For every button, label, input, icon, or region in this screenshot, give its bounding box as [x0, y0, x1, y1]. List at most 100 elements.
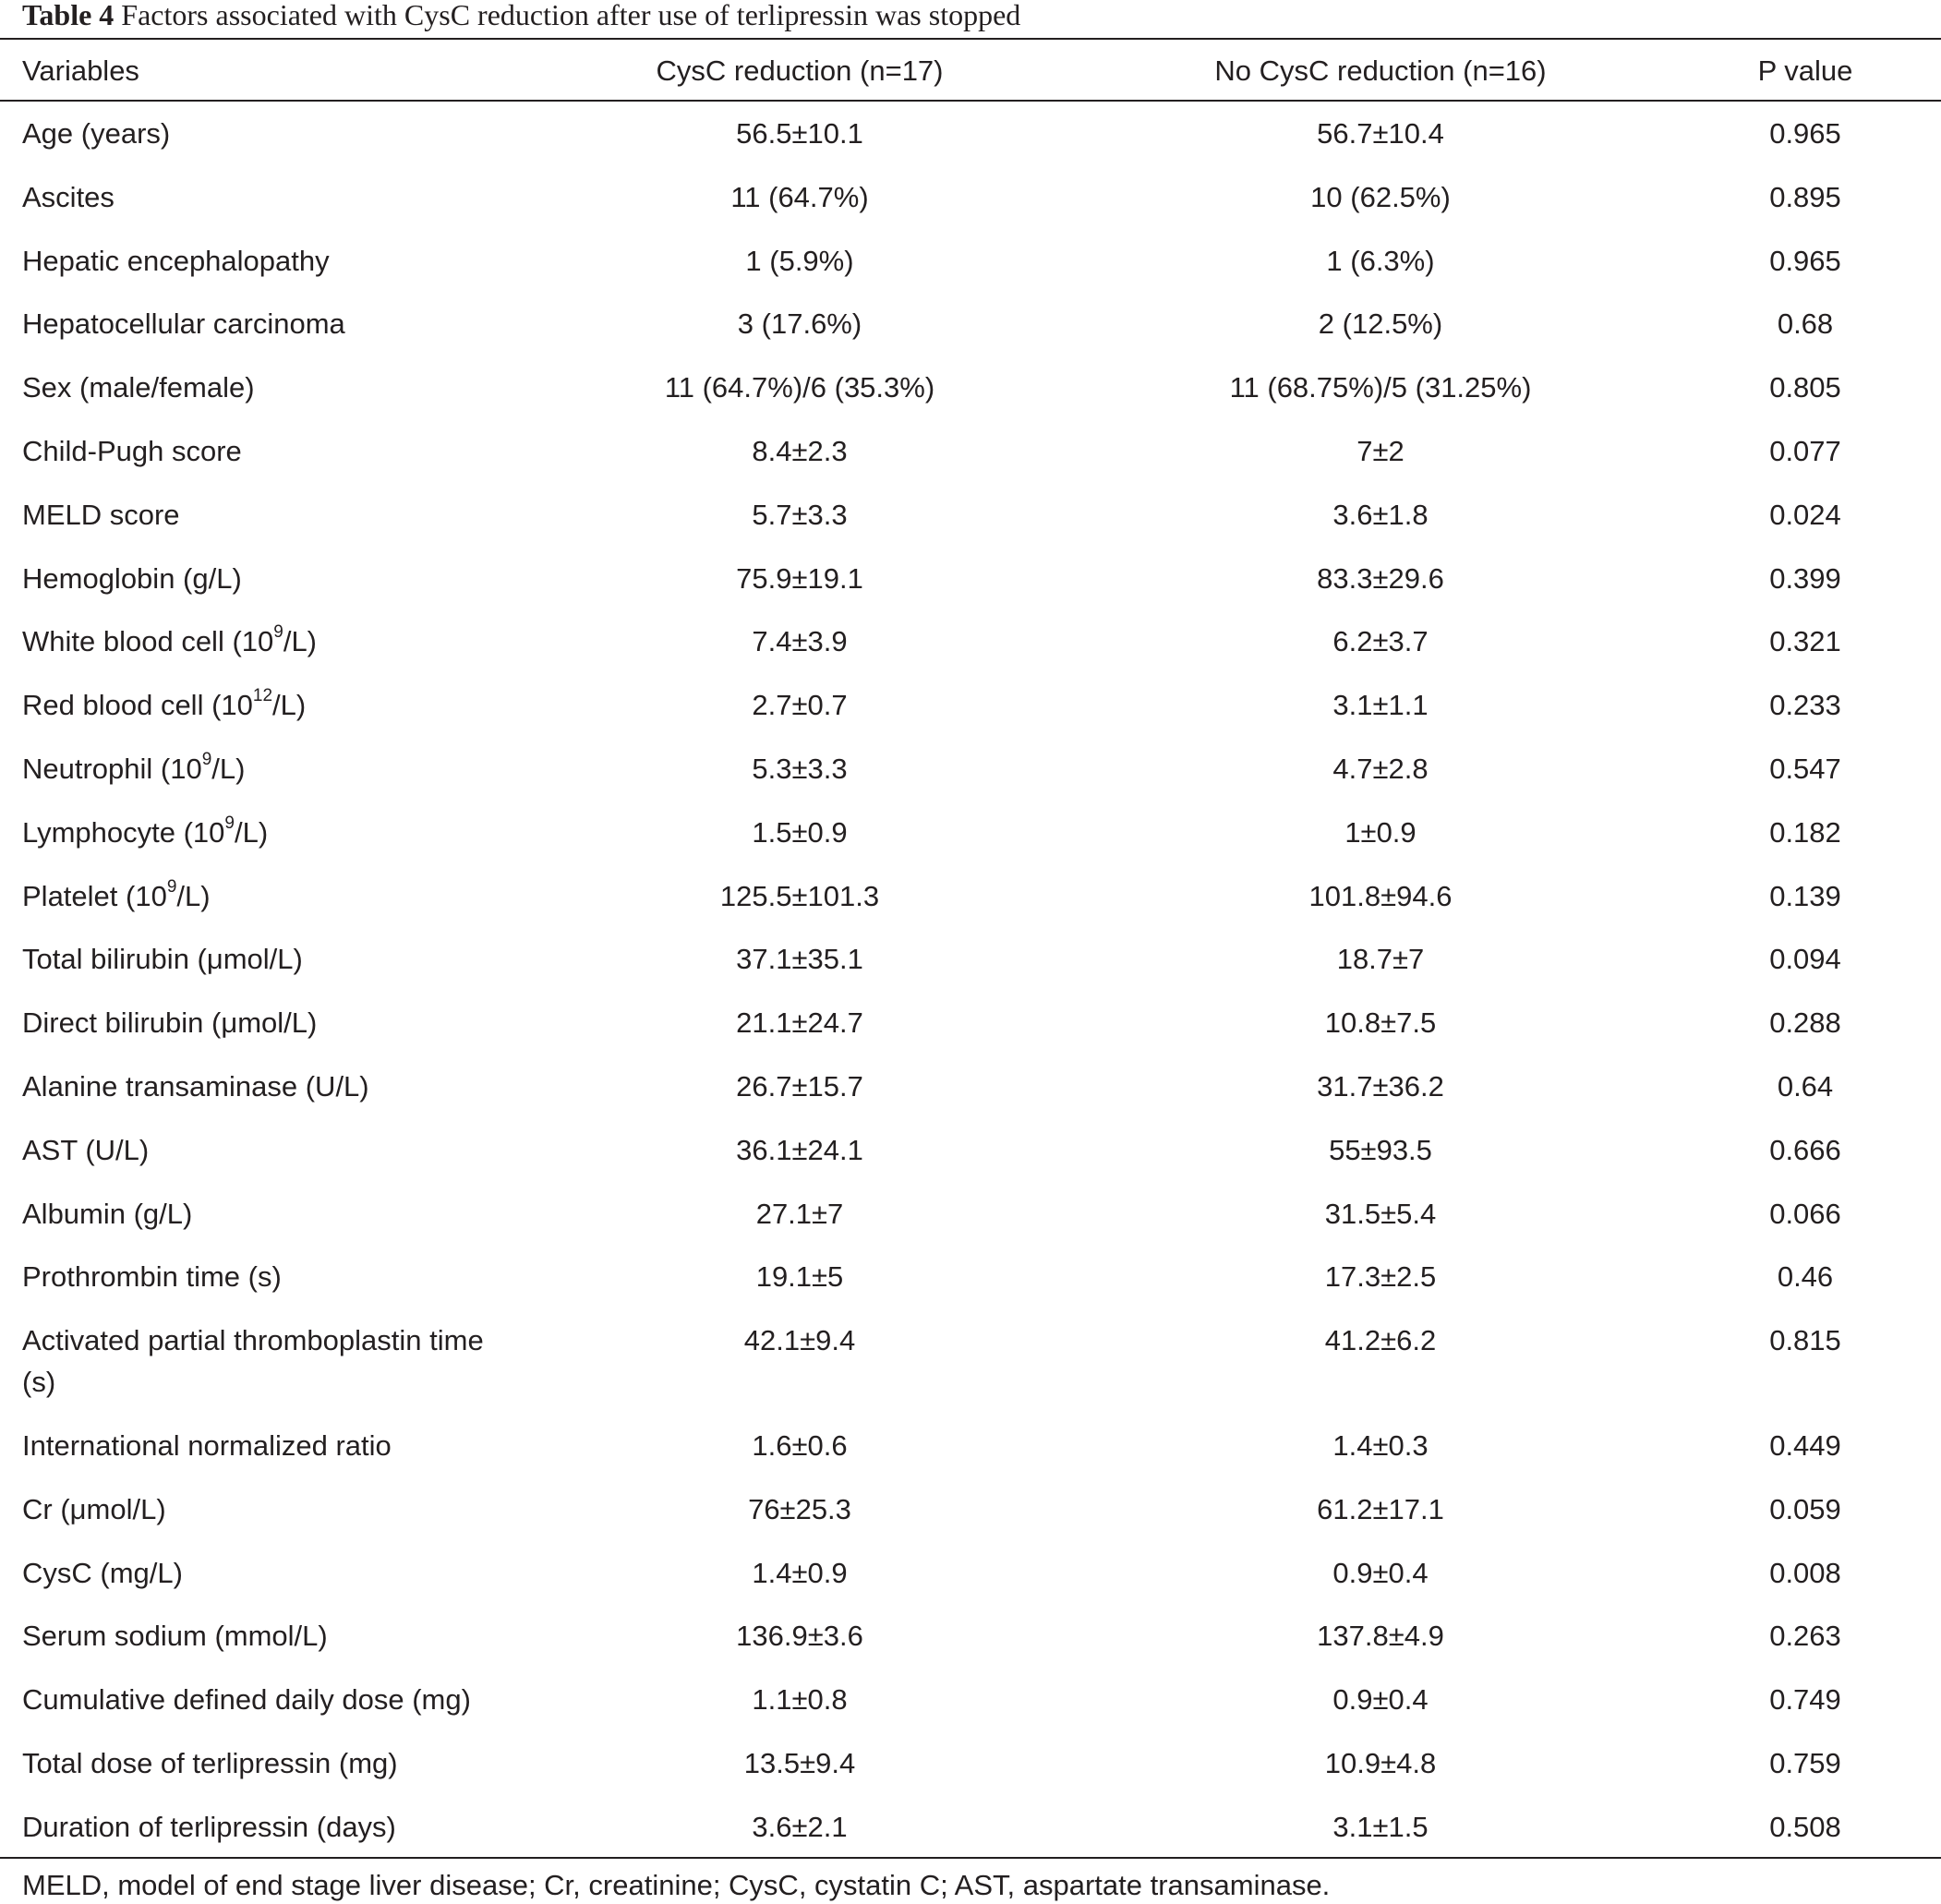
table-label: Table 4	[22, 0, 115, 31]
cell-no-cysc-reduction: 17.3±2.5	[1324, 1260, 1437, 1293]
variable-text: Prothrombin time (s)	[22, 1260, 282, 1293]
cell-variable: Total dose of terlipressin (mg)	[22, 1742, 521, 1784]
cell-variable: International normalized ratio	[22, 1425, 521, 1466]
cell-p-value: 0.547	[1769, 753, 1841, 785]
cell-no-cysc-reduction: 10 (62.5%)	[1310, 181, 1451, 213]
variable-text: Age (years)	[22, 117, 171, 150]
cell-p-value: 0.059	[1769, 1493, 1841, 1525]
unit-suffix: /L)	[283, 625, 318, 657]
header-variables: Variables	[22, 54, 139, 87]
cell-no-cysc-reduction: 2 (12.5%)	[1318, 307, 1443, 340]
cell-variable: Cumulative defined daily dose (mg)	[22, 1679, 521, 1720]
cell-variable: Serum sodium (mmol/L)	[22, 1615, 521, 1657]
cell-no-cysc-reduction: 3.1±1.1	[1332, 689, 1429, 721]
variable-text: Red blood cell (10	[22, 689, 253, 721]
cell-cysc-reduction: 36.1±24.1	[736, 1134, 863, 1166]
variable-text: Serum sodium (mmol/L)	[22, 1620, 328, 1652]
cell-p-value: 0.321	[1769, 625, 1841, 657]
table-caption: Table 4 Factors associated with CysC red…	[22, 0, 1020, 35]
cell-p-value: 0.805	[1769, 371, 1841, 404]
cell-p-value: 0.68	[1777, 307, 1834, 340]
cell-no-cysc-reduction: 3.6±1.8	[1332, 499, 1429, 531]
cell-variable: Hemoglobin (g/L)	[22, 558, 521, 599]
variable-text: Hepatocellular carcinoma	[22, 307, 345, 340]
cell-variable: White blood cell (109/L)	[22, 621, 521, 662]
cell-variable: Lymphocyte (109/L)	[22, 812, 521, 853]
variable-text: Duration of terlipressin (days)	[22, 1811, 396, 1843]
table-bottom-rule	[0, 1857, 1941, 1859]
cell-p-value: 0.024	[1769, 499, 1841, 531]
cell-cysc-reduction: 8.4±2.3	[752, 435, 848, 467]
cell-p-value: 0.759	[1769, 1747, 1841, 1779]
cell-cysc-reduction: 1 (5.9%)	[745, 245, 854, 277]
cell-cysc-reduction: 13.5±9.4	[743, 1747, 856, 1779]
cell-cysc-reduction: 19.1±5	[755, 1260, 844, 1293]
cell-variable: Total bilirubin (μmol/L)	[22, 938, 521, 980]
table-title: Factors associated with CysC reduction a…	[121, 0, 1021, 31]
variable-text: Alanine transaminase (U/L)	[22, 1070, 369, 1103]
cell-p-value: 0.815	[1769, 1324, 1841, 1356]
cell-no-cysc-reduction: 4.7±2.8	[1332, 753, 1429, 785]
table-footnote: MELD, model of end stage liver disease; …	[22, 1869, 1331, 1901]
cell-cysc-reduction: 125.5±101.3	[719, 880, 880, 912]
variable-text: Activated partial thromboplastin time (s…	[22, 1324, 484, 1398]
cell-variable: Hepatocellular carcinoma	[22, 303, 521, 344]
cell-cysc-reduction: 75.9±19.1	[736, 562, 863, 595]
variable-text: Albumin (g/L)	[22, 1198, 193, 1230]
cell-no-cysc-reduction: 55±93.5	[1329, 1134, 1432, 1166]
cell-cysc-reduction: 1.5±0.9	[752, 816, 848, 849]
variable-text: MELD score	[22, 499, 180, 531]
cell-no-cysc-reduction: 1.4±0.3	[1332, 1429, 1429, 1462]
cell-no-cysc-reduction: 31.5±5.4	[1324, 1198, 1437, 1230]
cell-cysc-reduction: 1.1±0.8	[752, 1683, 848, 1716]
cell-p-value: 0.965	[1769, 245, 1841, 277]
cell-cysc-reduction: 136.9±3.6	[736, 1620, 863, 1652]
unit-exponent: 9	[201, 750, 212, 769]
variable-text: Hemoglobin (g/L)	[22, 562, 242, 595]
cell-no-cysc-reduction: 31.7±36.2	[1317, 1070, 1444, 1103]
cell-no-cysc-reduction: 3.1±1.5	[1332, 1811, 1429, 1843]
cell-no-cysc-reduction: 61.2±17.1	[1317, 1493, 1444, 1525]
cell-cysc-reduction: 42.1±9.4	[743, 1324, 856, 1356]
variable-text: CysC (mg/L)	[22, 1557, 183, 1589]
cell-p-value: 0.263	[1769, 1620, 1841, 1652]
cell-cysc-reduction: 21.1±24.7	[736, 1006, 863, 1039]
cell-p-value: 0.399	[1769, 562, 1841, 595]
variable-text: Total bilirubin (μmol/L)	[22, 943, 303, 975]
unit-suffix: /L)	[272, 689, 307, 721]
cell-no-cysc-reduction: 56.7±10.4	[1317, 117, 1444, 150]
cell-cysc-reduction: 56.5±10.1	[736, 117, 863, 150]
cell-no-cysc-reduction: 10.9±4.8	[1324, 1747, 1437, 1779]
variable-text: White blood cell (10	[22, 625, 274, 657]
cell-p-value: 0.139	[1769, 880, 1841, 912]
unit-exponent: 9	[273, 622, 283, 642]
cell-variable: Red blood cell (1012/L)	[22, 684, 521, 726]
cell-no-cysc-reduction: 18.7±7	[1336, 943, 1425, 975]
variable-text: Platelet (10	[22, 880, 167, 912]
variable-text: International normalized ratio	[22, 1429, 392, 1462]
cell-no-cysc-reduction: 1±0.9	[1344, 816, 1417, 849]
variable-text: Total dose of terlipressin (mg)	[22, 1747, 398, 1779]
cell-variable: Hepatic encephalopathy	[22, 240, 521, 282]
cell-p-value: 0.508	[1769, 1811, 1841, 1843]
cell-cysc-reduction: 7.4±3.9	[752, 625, 848, 657]
cell-variable: Prothrombin time (s)	[22, 1256, 521, 1297]
unit-suffix: /L)	[211, 753, 246, 785]
cell-variable: Alanine transaminase (U/L)	[22, 1066, 521, 1107]
cell-no-cysc-reduction: 83.3±29.6	[1317, 562, 1444, 595]
cell-variable: Activated partial thromboplastin time (s…	[22, 1320, 484, 1403]
cell-p-value: 0.066	[1769, 1198, 1841, 1230]
cell-p-value: 0.182	[1769, 816, 1841, 849]
cell-p-value: 0.749	[1769, 1683, 1841, 1716]
cell-p-value: 0.233	[1769, 689, 1841, 721]
unit-exponent: 9	[224, 813, 235, 833]
variable-text: Child-Pugh score	[22, 435, 242, 467]
cell-no-cysc-reduction: 0.9±0.4	[1332, 1557, 1429, 1589]
cell-p-value: 0.008	[1769, 1557, 1841, 1589]
cell-cysc-reduction: 5.7±3.3	[752, 499, 848, 531]
cell-cysc-reduction: 37.1±35.1	[736, 943, 863, 975]
cell-variable: Neutrophil (109/L)	[22, 748, 521, 789]
cell-variable: Age (years)	[22, 113, 521, 154]
variable-text: Neutrophil (10	[22, 753, 202, 785]
